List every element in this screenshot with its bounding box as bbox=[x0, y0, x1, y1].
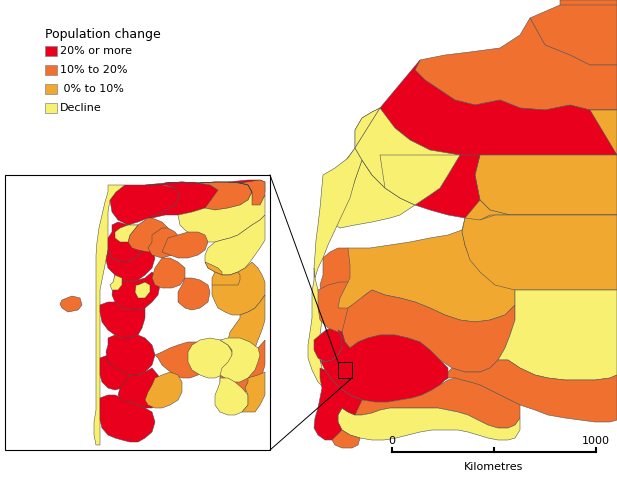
Text: Decline: Decline bbox=[60, 103, 102, 113]
Polygon shape bbox=[332, 430, 360, 448]
Polygon shape bbox=[462, 215, 617, 290]
Polygon shape bbox=[110, 185, 180, 225]
Polygon shape bbox=[110, 275, 122, 290]
Bar bbox=[45, 65, 57, 75]
Polygon shape bbox=[152, 258, 185, 288]
Polygon shape bbox=[188, 338, 232, 378]
Polygon shape bbox=[135, 282, 150, 298]
Polygon shape bbox=[498, 290, 617, 380]
Polygon shape bbox=[94, 185, 125, 445]
Polygon shape bbox=[220, 338, 260, 382]
Text: Population change: Population change bbox=[45, 28, 161, 41]
Bar bbox=[338, 362, 352, 378]
Polygon shape bbox=[355, 108, 490, 220]
Text: 10% to 20%: 10% to 20% bbox=[60, 65, 128, 75]
Polygon shape bbox=[162, 232, 208, 258]
Polygon shape bbox=[165, 182, 252, 210]
Polygon shape bbox=[462, 200, 617, 285]
Polygon shape bbox=[212, 272, 240, 285]
Polygon shape bbox=[155, 342, 210, 378]
Polygon shape bbox=[338, 408, 520, 440]
Polygon shape bbox=[228, 180, 265, 205]
Bar bbox=[45, 46, 57, 56]
Polygon shape bbox=[212, 262, 265, 315]
Polygon shape bbox=[145, 372, 182, 408]
Polygon shape bbox=[100, 302, 145, 338]
Polygon shape bbox=[338, 230, 515, 322]
Polygon shape bbox=[560, 0, 617, 12]
Polygon shape bbox=[205, 215, 265, 275]
Text: 20% or more: 20% or more bbox=[60, 46, 132, 56]
Polygon shape bbox=[342, 290, 515, 372]
Polygon shape bbox=[220, 340, 265, 395]
Polygon shape bbox=[178, 278, 210, 310]
Polygon shape bbox=[178, 182, 265, 242]
Polygon shape bbox=[100, 355, 130, 390]
Polygon shape bbox=[335, 108, 415, 228]
Polygon shape bbox=[205, 262, 222, 275]
Polygon shape bbox=[108, 222, 152, 262]
Polygon shape bbox=[415, 18, 617, 110]
Bar bbox=[45, 84, 57, 94]
Text: 1000: 1000 bbox=[582, 436, 610, 446]
Polygon shape bbox=[462, 215, 617, 285]
Polygon shape bbox=[106, 335, 155, 375]
Polygon shape bbox=[115, 225, 138, 242]
Bar bbox=[45, 103, 57, 113]
Polygon shape bbox=[240, 180, 265, 210]
Polygon shape bbox=[118, 368, 162, 408]
Text: 0: 0 bbox=[389, 436, 395, 446]
Polygon shape bbox=[340, 378, 520, 428]
Polygon shape bbox=[106, 245, 155, 282]
Polygon shape bbox=[145, 182, 218, 218]
Polygon shape bbox=[320, 330, 448, 402]
Polygon shape bbox=[320, 248, 370, 308]
Polygon shape bbox=[100, 395, 155, 442]
Polygon shape bbox=[318, 282, 372, 332]
Polygon shape bbox=[530, 5, 617, 65]
Polygon shape bbox=[445, 360, 617, 422]
Polygon shape bbox=[314, 368, 362, 440]
Polygon shape bbox=[314, 148, 362, 278]
Polygon shape bbox=[128, 218, 168, 252]
Polygon shape bbox=[380, 60, 617, 155]
Polygon shape bbox=[308, 268, 350, 398]
Polygon shape bbox=[355, 108, 460, 205]
Bar bbox=[5, 175, 270, 450]
Polygon shape bbox=[314, 328, 342, 362]
Polygon shape bbox=[148, 228, 180, 258]
Polygon shape bbox=[228, 295, 265, 362]
Polygon shape bbox=[325, 108, 380, 252]
Polygon shape bbox=[380, 155, 460, 205]
Text: 0% to 10%: 0% to 10% bbox=[60, 84, 124, 94]
Polygon shape bbox=[475, 110, 617, 215]
Polygon shape bbox=[242, 372, 265, 412]
Text: Kilometres: Kilometres bbox=[465, 462, 524, 472]
Polygon shape bbox=[215, 378, 248, 415]
Polygon shape bbox=[112, 272, 160, 310]
Polygon shape bbox=[60, 296, 82, 312]
